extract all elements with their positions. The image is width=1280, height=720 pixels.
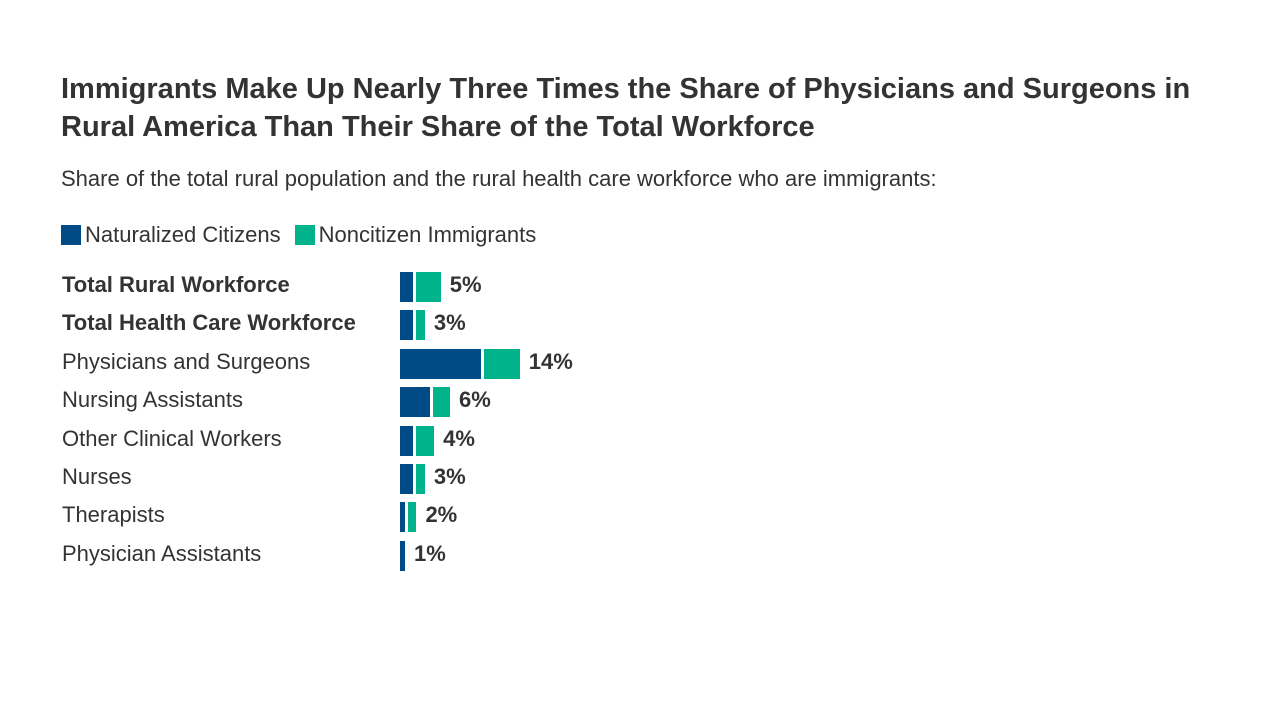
category-label: Nursing Assistants bbox=[62, 387, 243, 413]
bar-naturalized bbox=[400, 387, 431, 418]
legend-label: Naturalized Citizens bbox=[85, 222, 281, 247]
legend-swatch bbox=[294, 225, 315, 245]
chart-subtitle: Share of the total rural population and … bbox=[61, 166, 937, 191]
bar-noncitizen bbox=[415, 272, 441, 302]
data-label: 1% bbox=[414, 540, 446, 566]
bar-row: Therapists 2% bbox=[0, 498, 1280, 536]
data-label: 4% bbox=[443, 425, 475, 451]
data-label: 5% bbox=[449, 272, 482, 297]
bar-noncitizen bbox=[433, 387, 451, 418]
legend-item-noncitizen: Noncitizen Immigrants bbox=[294, 222, 537, 248]
bar-row: Nurses 3% bbox=[0, 460, 1280, 498]
data-label: 6% bbox=[459, 387, 491, 413]
bar-row: Other Clinical Workers 4% bbox=[0, 422, 1280, 460]
data-label: 3% bbox=[433, 310, 466, 336]
bar-row: Total Rural Workforce 5% bbox=[0, 268, 1280, 306]
legend: Naturalized Citizens Noncitizen Immigran… bbox=[61, 222, 550, 248]
data-label: 2% bbox=[425, 502, 458, 528]
legend-label: Noncitizen Immigrants bbox=[318, 222, 537, 247]
bar-row: Nursing Assistants 6% bbox=[0, 383, 1280, 421]
bar-noncitizen bbox=[415, 310, 425, 341]
bar-naturalized bbox=[400, 425, 413, 456]
bar-noncitizen bbox=[415, 464, 425, 494]
data-label: 3% bbox=[433, 464, 466, 489]
category-label: Other Clinical Workers bbox=[62, 425, 282, 451]
legend-swatch bbox=[61, 225, 81, 245]
category-label: Total Health Care Workforce bbox=[62, 310, 356, 336]
bar-noncitizen bbox=[484, 348, 520, 379]
bar-row: Total Health Care Workforce 3% bbox=[0, 306, 1280, 344]
bar-row: Physicians and Surgeons 14% bbox=[0, 345, 1280, 383]
category-label: Physicians and Surgeons bbox=[62, 348, 311, 374]
bar-chart: Total Rural Workforce 5% Total Health Care… bbox=[0, 268, 1280, 588]
category-label: Nurses bbox=[62, 464, 132, 489]
bar-naturalized bbox=[400, 272, 413, 302]
category-label: Therapists bbox=[62, 502, 165, 528]
bar-naturalized bbox=[400, 464, 413, 494]
chart-title: Immigrants Make Up Nearly Three Times th… bbox=[61, 73, 1191, 143]
bar-naturalized bbox=[400, 502, 406, 533]
category-label: Total Rural Workforce bbox=[62, 272, 290, 297]
data-label: 14% bbox=[528, 348, 573, 374]
bar-naturalized bbox=[400, 540, 406, 571]
bar-naturalized bbox=[400, 348, 482, 379]
bar-noncitizen bbox=[408, 502, 417, 533]
bar-row: Physician Assistants 1% bbox=[0, 537, 1280, 575]
category-label: Physician Assistants bbox=[62, 540, 262, 566]
legend-item-naturalized: Naturalized Citizens bbox=[61, 222, 281, 248]
bar-naturalized bbox=[400, 310, 413, 341]
bar-noncitizen bbox=[415, 425, 435, 456]
